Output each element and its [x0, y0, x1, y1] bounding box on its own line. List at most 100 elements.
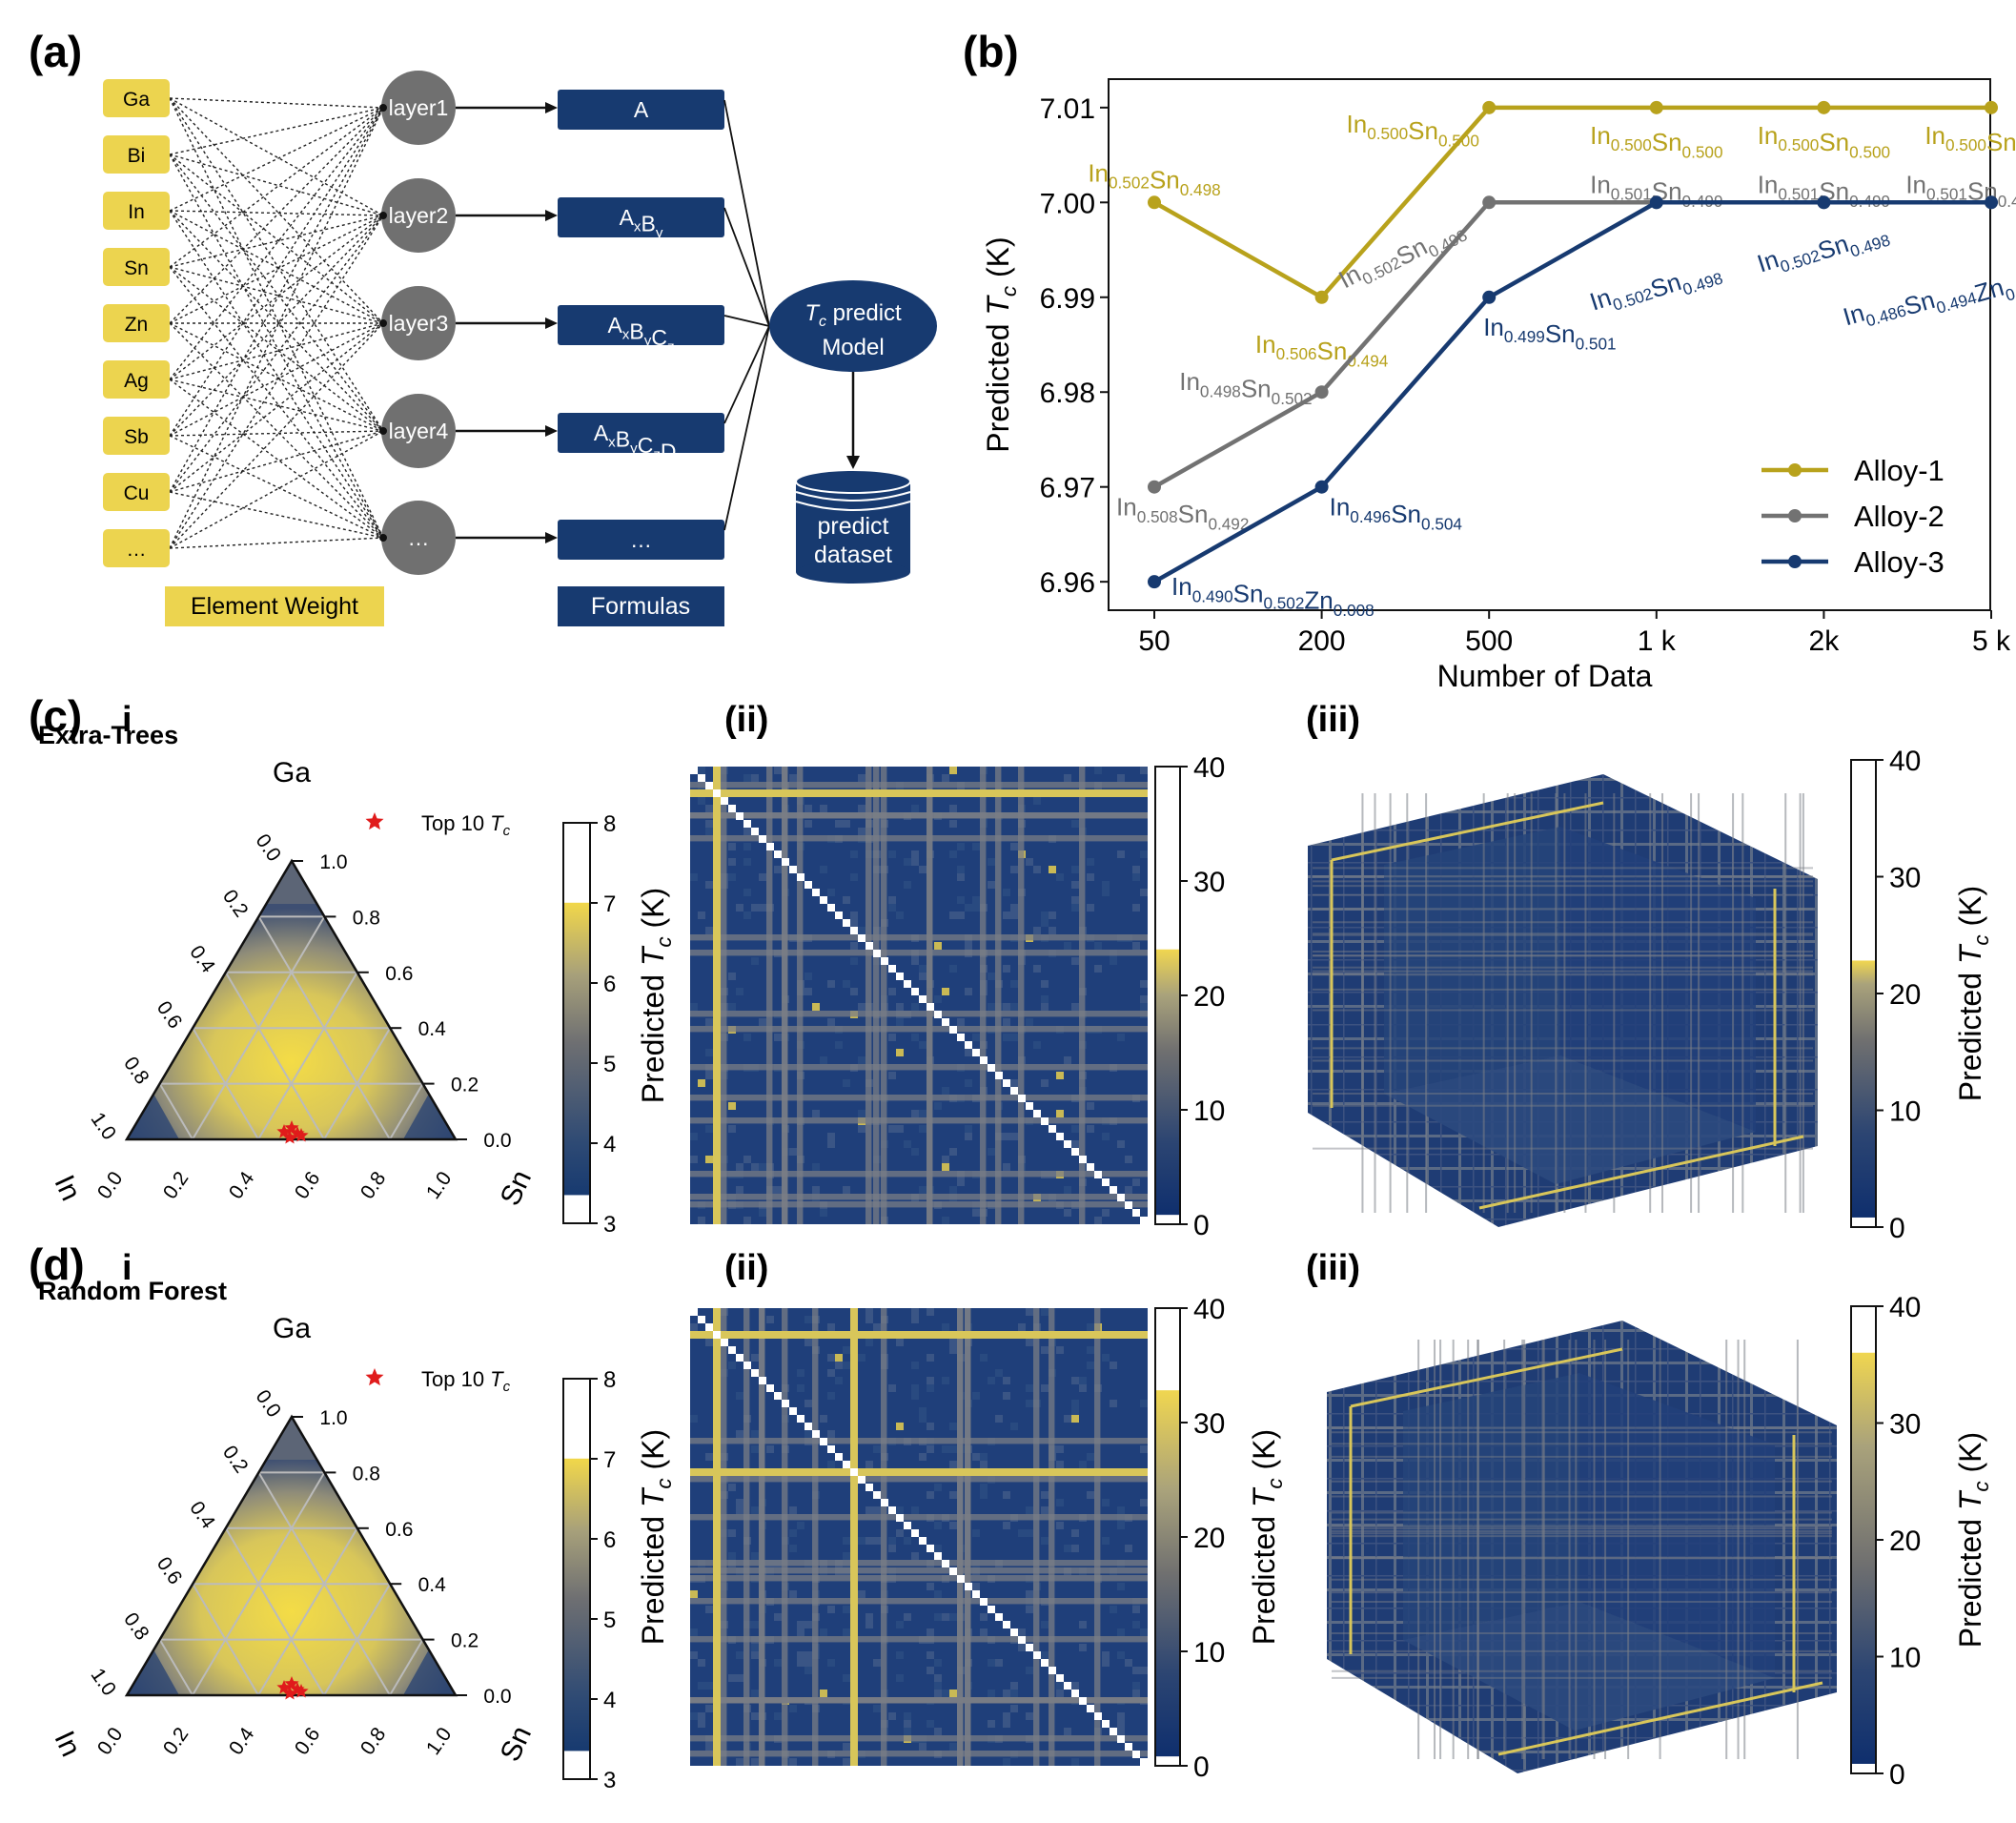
- heatmap-cell: [949, 1522, 957, 1529]
- heatmap-cell: [1018, 1323, 1026, 1331]
- heatmap-cell: [736, 1430, 743, 1438]
- heatmap-cell: [705, 1018, 713, 1026]
- element-box: In: [103, 192, 170, 230]
- heatmap-cell: [728, 1362, 736, 1369]
- heatmap-cell: [789, 1529, 797, 1537]
- star-marker: [294, 1128, 309, 1142]
- heatmap-cell: [911, 957, 919, 965]
- heatmap-cell: [949, 1690, 957, 1697]
- heatmap-diagonal: [988, 1606, 995, 1613]
- colorbar-tick-label: 4: [603, 1688, 616, 1713]
- element-label: Ag: [124, 370, 149, 392]
- heatmap-cell: [934, 995, 942, 1003]
- colorbar-tick-label: 20: [1193, 981, 1225, 1013]
- subscript: 0.504: [1421, 514, 1462, 533]
- heatmap-cell: [690, 1712, 698, 1720]
- colorbar: [1154, 766, 1181, 1225]
- heatmap-cell: [949, 912, 957, 919]
- dashed-connection: [169, 107, 384, 549]
- heatmap-cell: [865, 1537, 873, 1545]
- subscript: 0.502: [1263, 594, 1304, 613]
- sub-label-d-i: i: [122, 1248, 132, 1288]
- heatmap-cell: [1018, 1529, 1026, 1537]
- colorbar-tick-label: 8: [603, 811, 616, 837]
- text-part: In: [1590, 170, 1611, 198]
- heatmap-cell: [965, 1079, 972, 1087]
- heatmap-cell: [942, 1613, 949, 1621]
- heatmap-cell: [728, 1552, 736, 1560]
- heatmap-diagonal: [721, 797, 728, 805]
- heatmap-bright-column: [850, 1308, 858, 1766]
- heatmap-cell: [1010, 980, 1018, 988]
- element-box: Zn: [103, 304, 170, 342]
- heatmap-diagonal: [1140, 1758, 1148, 1766]
- heatmap-row-line: [690, 1438, 1148, 1444]
- heatmap-cell: [995, 1415, 1003, 1423]
- ternary-tick-label: 1.0: [319, 1407, 347, 1429]
- text-part: A: [634, 97, 649, 122]
- subscript: 0.496: [1350, 507, 1391, 526]
- heatmap-diagonal: [797, 1415, 804, 1423]
- heatmap-cell: [1117, 850, 1125, 858]
- heatmap-cell: [965, 942, 972, 950]
- heatmap-cell: [827, 1354, 835, 1362]
- heatmap-row-line: [690, 1194, 1148, 1200]
- heatmap-cell: [942, 1445, 949, 1453]
- data-label: In0.496Sn0.504: [1330, 493, 1463, 534]
- heatmap-diagonal: [865, 942, 873, 950]
- heatmap-cell: [843, 1537, 850, 1545]
- subscript: 0.498: [1180, 180, 1221, 199]
- heatmap-diagonal: [690, 767, 698, 774]
- subscript: 0.500: [1367, 124, 1408, 143]
- heatmap-cell: [1018, 1644, 1026, 1651]
- heatmap-cell: [1117, 1628, 1125, 1636]
- heatmap-column-line: [865, 767, 872, 1224]
- sub-label-c-iii: (iii): [1306, 700, 1360, 740]
- heatmap-column-line: [873, 767, 880, 1224]
- ternary-tick-label: 0.6: [153, 997, 187, 1033]
- heatmap-row-line: [690, 1751, 1148, 1757]
- heatmap-cell: [888, 1545, 896, 1552]
- dashed-connection: [169, 379, 384, 539]
- heatmap-cell: [949, 1461, 957, 1468]
- data-point: [1817, 195, 1831, 210]
- data-point: [1482, 100, 1497, 114]
- heatmap-cell: [1003, 1163, 1010, 1171]
- heatmap-diagonal: [965, 1041, 972, 1049]
- heatmap-cell: [1056, 1110, 1064, 1117]
- heatmap-cell: [1033, 866, 1041, 873]
- ternary-tick-label: 0.2: [451, 1630, 479, 1652]
- heatmap-cell: [827, 889, 835, 896]
- colorbar-tick-label: 5: [603, 1052, 616, 1077]
- heatmap-diagonal: [1033, 1110, 1041, 1117]
- heatmap-cell: [927, 1377, 934, 1384]
- heatmap-diagonal: [1087, 1705, 1094, 1712]
- heatmap-cell: [957, 912, 965, 919]
- heatmap-diagonal: [827, 904, 835, 912]
- heatmap-cell: [858, 828, 865, 835]
- heatmap-cell: [804, 1659, 812, 1667]
- heatmap-cell: [1117, 1140, 1125, 1148]
- heatmap-cell: [888, 1384, 896, 1392]
- subscript: 0.501: [1926, 185, 1967, 204]
- heatmap-cell: [751, 774, 759, 782]
- heatmap-cell: [751, 1445, 759, 1453]
- subscript: 0.508: [1137, 507, 1178, 526]
- heatmap-cell: [797, 1659, 804, 1667]
- heatmap-cell: [911, 850, 919, 858]
- dashed-connection: [169, 97, 384, 109]
- heatmap-diagonal: [804, 881, 812, 889]
- ternary-tick-label: 1.0: [422, 1724, 457, 1759]
- heatmap-cell: [858, 927, 865, 934]
- heatmap-cell: [934, 1522, 942, 1529]
- heatmap-cell: [1026, 1384, 1033, 1392]
- legend-label: Top 10 Tc: [421, 811, 511, 839]
- x-axis-label: Number of Data: [1437, 659, 1653, 693]
- heatmap-cell: [1079, 1384, 1087, 1392]
- heatmap-cell: [949, 820, 957, 828]
- dashed-connection: [169, 215, 384, 268]
- text-part: Sn: [1652, 128, 1682, 156]
- element-box-bg: [103, 192, 170, 230]
- subscript: 0.500: [1682, 142, 1723, 161]
- heatmap-cell: [751, 1651, 759, 1659]
